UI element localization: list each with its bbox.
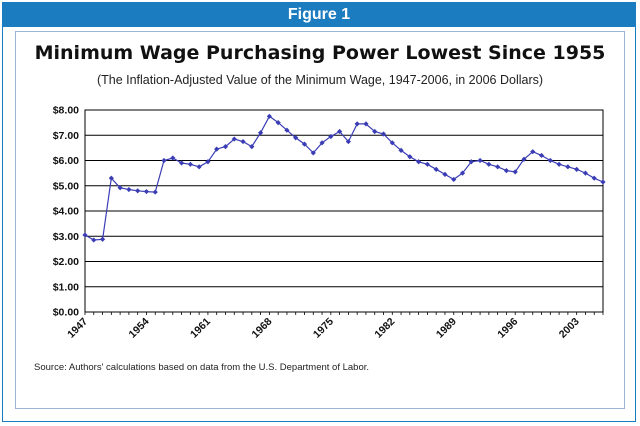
- y-tick-label: $5.00: [53, 180, 79, 192]
- data-point: [389, 140, 395, 146]
- data-point: [328, 133, 334, 140]
- x-tick-label: 1954: [127, 316, 152, 341]
- data-point: [117, 185, 123, 191]
- data-point: [231, 136, 237, 142]
- line-chart: $0.00 $1.00 $2.00 $3.00 $4.00 $5.00 $6.00 $7.00…: [53, 105, 606, 341]
- figure-frame: Figure 1 Minimum Wage Purchasing Power L…: [2, 2, 636, 422]
- source-note: Source: Authors' calculations based on d…: [34, 362, 370, 373]
- data-point: [319, 140, 325, 146]
- data-point: [512, 169, 518, 175]
- data-point: [433, 166, 439, 172]
- x-tick-label: 1996: [495, 316, 520, 341]
- data-point: [451, 176, 457, 183]
- data-point: [345, 138, 351, 145]
- data-point: [337, 128, 343, 135]
- data-point: [372, 128, 378, 135]
- data-point: [398, 147, 404, 153]
- figure-label: Figure 1: [3, 3, 635, 27]
- data-point: [547, 157, 553, 164]
- data-point: [161, 157, 167, 164]
- y-tick-label: $1.00: [53, 281, 79, 293]
- data-point: [521, 156, 527, 162]
- data-point: [135, 188, 141, 194]
- data-point: [222, 144, 229, 150]
- data-point: [600, 179, 606, 185]
- data-point: [582, 170, 589, 176]
- data-point: [354, 121, 360, 127]
- chart-subtitle: (The Inflation-Adjusted Value of the Min…: [96, 73, 544, 87]
- x-tick-label: 1968: [249, 316, 274, 341]
- data-point: [574, 166, 580, 172]
- data-point: [301, 141, 308, 147]
- data-point: [108, 175, 114, 181]
- data-point: [424, 161, 431, 167]
- y-tick-label: $3.00: [53, 231, 79, 243]
- data-point: [565, 164, 571, 170]
- data-point: [187, 161, 193, 167]
- data-point: [99, 236, 106, 242]
- data-point: [495, 164, 501, 170]
- y-tick-label: $2.00: [53, 256, 79, 268]
- x-tick-label: 1989: [434, 316, 459, 341]
- y-tick-label: $6.00: [53, 155, 79, 167]
- data-point: [91, 237, 97, 243]
- x-tick-label: 1947: [65, 316, 90, 341]
- data-point: [442, 171, 448, 177]
- data-point: [170, 155, 176, 161]
- y-tick-label: $7.00: [53, 130, 79, 142]
- data-point: [363, 121, 369, 127]
- data-point: [416, 159, 422, 165]
- data-point: [530, 149, 536, 155]
- x-tick-label: 2003: [557, 316, 582, 341]
- data-point: [178, 160, 185, 166]
- x-tick-label: 1961: [188, 316, 213, 341]
- data-point: [240, 138, 246, 145]
- data-point: [407, 154, 413, 160]
- data-point: [380, 131, 387, 137]
- data-point: [477, 157, 483, 164]
- data-point: [82, 232, 88, 238]
- data-point: [459, 170, 466, 176]
- x-tick-label: 1975: [311, 316, 336, 341]
- data-point: [538, 152, 545, 159]
- data-point: [249, 144, 255, 150]
- data-point: [468, 159, 474, 165]
- data-point: [556, 161, 562, 167]
- data-point: [275, 120, 281, 126]
- data-point: [486, 161, 492, 167]
- data-point: [591, 175, 597, 181]
- data-point: [205, 159, 211, 165]
- y-tick-label: $0.00: [53, 307, 79, 319]
- data-point: [310, 150, 316, 156]
- data-point: [293, 135, 299, 141]
- plot-frame: [84, 109, 604, 313]
- chart-panel: Minimum Wage Purchasing Power Lowest Sin…: [15, 31, 625, 409]
- data-point: [152, 189, 158, 195]
- y-tick-label: $8.00: [53, 105, 79, 117]
- data-point: [143, 188, 150, 195]
- data-point: [126, 186, 132, 193]
- x-tick-label: 1982: [372, 316, 397, 341]
- y-tick-label: $4.00: [53, 206, 79, 218]
- data-point: [196, 164, 202, 170]
- chart-title: Minimum Wage Purchasing Power Lowest Sin…: [34, 42, 606, 64]
- data-point: [503, 168, 510, 174]
- data-point: [214, 146, 220, 152]
